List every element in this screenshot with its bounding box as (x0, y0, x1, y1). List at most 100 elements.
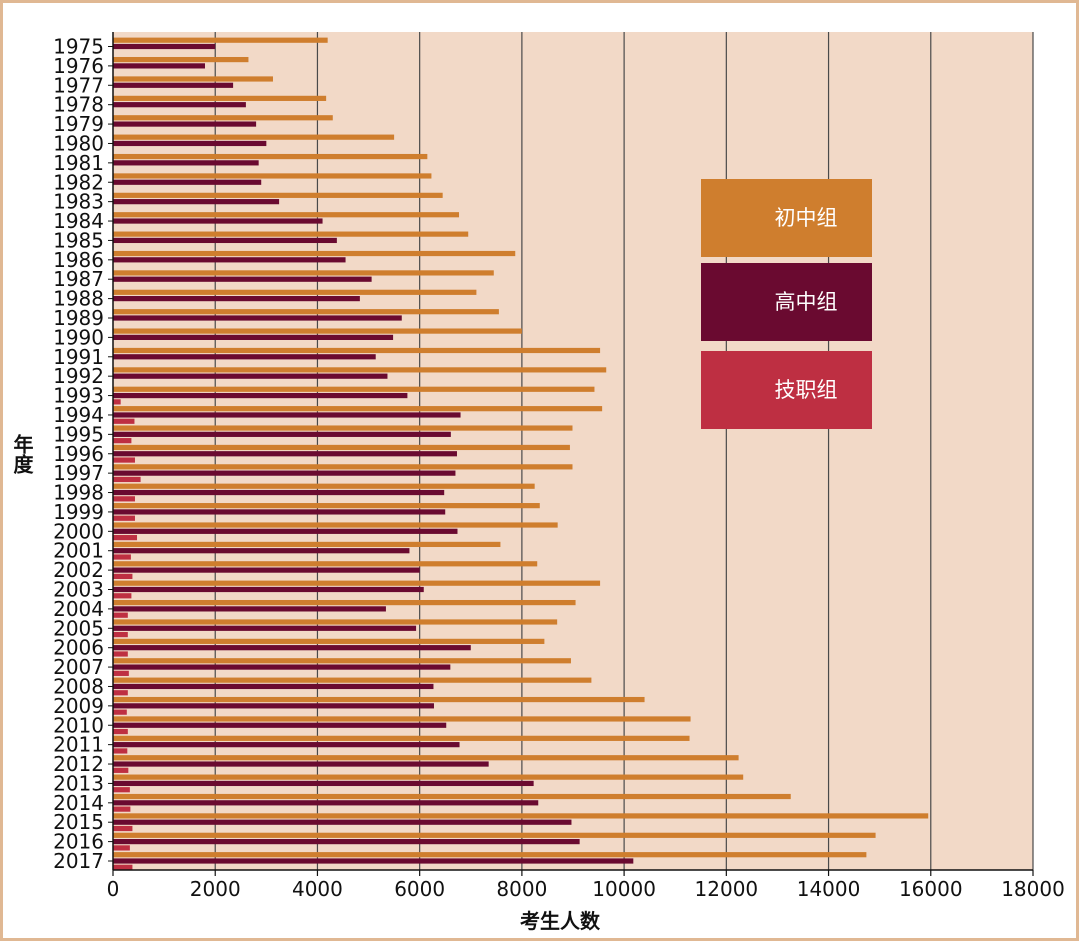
bar-1980-1 (113, 140, 267, 147)
bar-2011-1 (113, 742, 460, 748)
bar-1988-1 (113, 296, 360, 302)
bar-1977-0 (113, 76, 273, 82)
bar-2010-0 (113, 716, 691, 722)
x-tick-label: 18000 (1001, 877, 1065, 901)
y-tick-label: 1978 (53, 93, 104, 117)
y-tick-label: 1989 (53, 306, 104, 330)
bar-1984-0 (113, 212, 460, 218)
bar-1986-0 (113, 250, 516, 257)
bar-2008-1 (113, 683, 434, 690)
y-axis-title: 年度 (10, 433, 34, 475)
bar-2003-2 (113, 593, 132, 599)
y-tick-label: 1992 (53, 364, 104, 388)
bar-1978-0 (113, 95, 327, 101)
y-tick-label: 1996 (53, 442, 104, 466)
y-tick-label: 1976 (53, 54, 104, 78)
legend-label: 高中组 (775, 290, 838, 314)
bar-1999-1 (113, 509, 446, 515)
y-tick-label: 2007 (53, 655, 104, 679)
y-tick-label: 1986 (53, 248, 104, 272)
bar-1997-1 (113, 470, 456, 476)
y-tick-label: 2002 (53, 558, 104, 582)
bar-1995-0 (113, 425, 573, 431)
y-tick-label: 1987 (53, 267, 104, 291)
bar-2011-2 (113, 748, 128, 754)
y-tick-label: 1994 (53, 403, 104, 427)
x-tick-label: 12000 (695, 877, 759, 901)
bar-2000-2 (113, 535, 138, 541)
bar-2012-2 (113, 767, 129, 773)
y-tick-label: 2008 (53, 674, 104, 698)
bar-1983-0 (113, 192, 443, 198)
bar-2003-1 (113, 586, 424, 593)
y-tick-label: 1983 (53, 190, 104, 214)
axes (108, 32, 1034, 876)
bar-2001-2 (113, 554, 131, 560)
y-tick-label: 2011 (53, 733, 104, 757)
bar-1989-0 (113, 309, 499, 315)
y-tick-label: 1980 (53, 131, 104, 155)
y-tick-label: 1991 (53, 345, 104, 369)
bar-2005-2 (113, 631, 128, 638)
bar-1992-1 (113, 373, 388, 379)
x-tick-label: 8000 (496, 877, 547, 901)
y-tick-label: 1981 (53, 151, 104, 175)
bar-1994-1 (113, 412, 461, 418)
bar-2013-0 (113, 774, 744, 780)
y-tick-label: 2010 (53, 713, 104, 737)
y-tick-label: 1999 (53, 500, 104, 524)
bar-2015-0 (113, 813, 929, 819)
bar-1981-1 (113, 160, 259, 166)
y-tick-label: 1990 (53, 325, 104, 349)
bar-1991-0 (113, 347, 601, 354)
y-tick-label: 1993 (53, 384, 104, 408)
bar-1985-0 (113, 231, 469, 237)
bar-1993-1 (113, 392, 408, 399)
bar-2000-0 (113, 522, 558, 528)
bar-1987-1 (113, 276, 372, 282)
bar-1998-1 (113, 489, 445, 496)
bar-2001-1 (113, 548, 410, 554)
bar-2013-2 (113, 787, 130, 793)
y-tick-label: 1982 (53, 170, 104, 194)
bar-2017-2 (113, 864, 133, 870)
bar-2004-2 (113, 612, 128, 618)
x-tick-label: 4000 (292, 877, 343, 901)
y-tick-label: 1985 (53, 228, 104, 252)
bar-2004-1 (113, 606, 386, 612)
bar-1996-2 (113, 457, 135, 463)
legend-swatch (701, 351, 872, 429)
plot-background (113, 32, 1033, 870)
bar-2005-1 (113, 625, 417, 631)
bar-1990-0 (113, 328, 522, 334)
y-tick-label: 1977 (53, 73, 104, 97)
y-tick-label: 1975 (53, 35, 104, 59)
bar-1996-1 (113, 451, 457, 457)
y-tick-label: 2001 (53, 539, 104, 563)
y-tick-label: 1988 (53, 287, 104, 311)
bar-1994-2 (113, 418, 135, 424)
bar-1975-0 (113, 37, 328, 43)
bar-2014-1 (113, 800, 539, 806)
bar-2002-0 (113, 561, 538, 567)
bar-1989-1 (113, 315, 402, 321)
bar-2002-1 (113, 567, 420, 573)
bar-2003-0 (113, 580, 601, 586)
bar-1982-0 (113, 173, 432, 179)
y-tick-label: 2000 (53, 519, 104, 543)
bar-1976-0 (113, 56, 249, 63)
x-tick-labels: 0 2000 4000 6000 8000 10000 12000 14000 16000 180… (107, 877, 1065, 901)
bar-1980-0 (113, 134, 395, 140)
bar-1975-1 (113, 43, 216, 50)
bar-2009-1 (113, 703, 434, 709)
bar-1977-1 (113, 82, 234, 88)
bar-2010-2 (113, 728, 128, 735)
bar-2005-0 (113, 619, 558, 625)
x-axis-title: 考生人数 (520, 909, 601, 933)
x-tick-label: 16000 (899, 877, 963, 901)
bar-1997-2 (113, 476, 141, 483)
bar-2008-0 (113, 677, 592, 683)
x-tick-label: 14000 (797, 877, 861, 901)
bar-1986-1 (113, 257, 346, 263)
